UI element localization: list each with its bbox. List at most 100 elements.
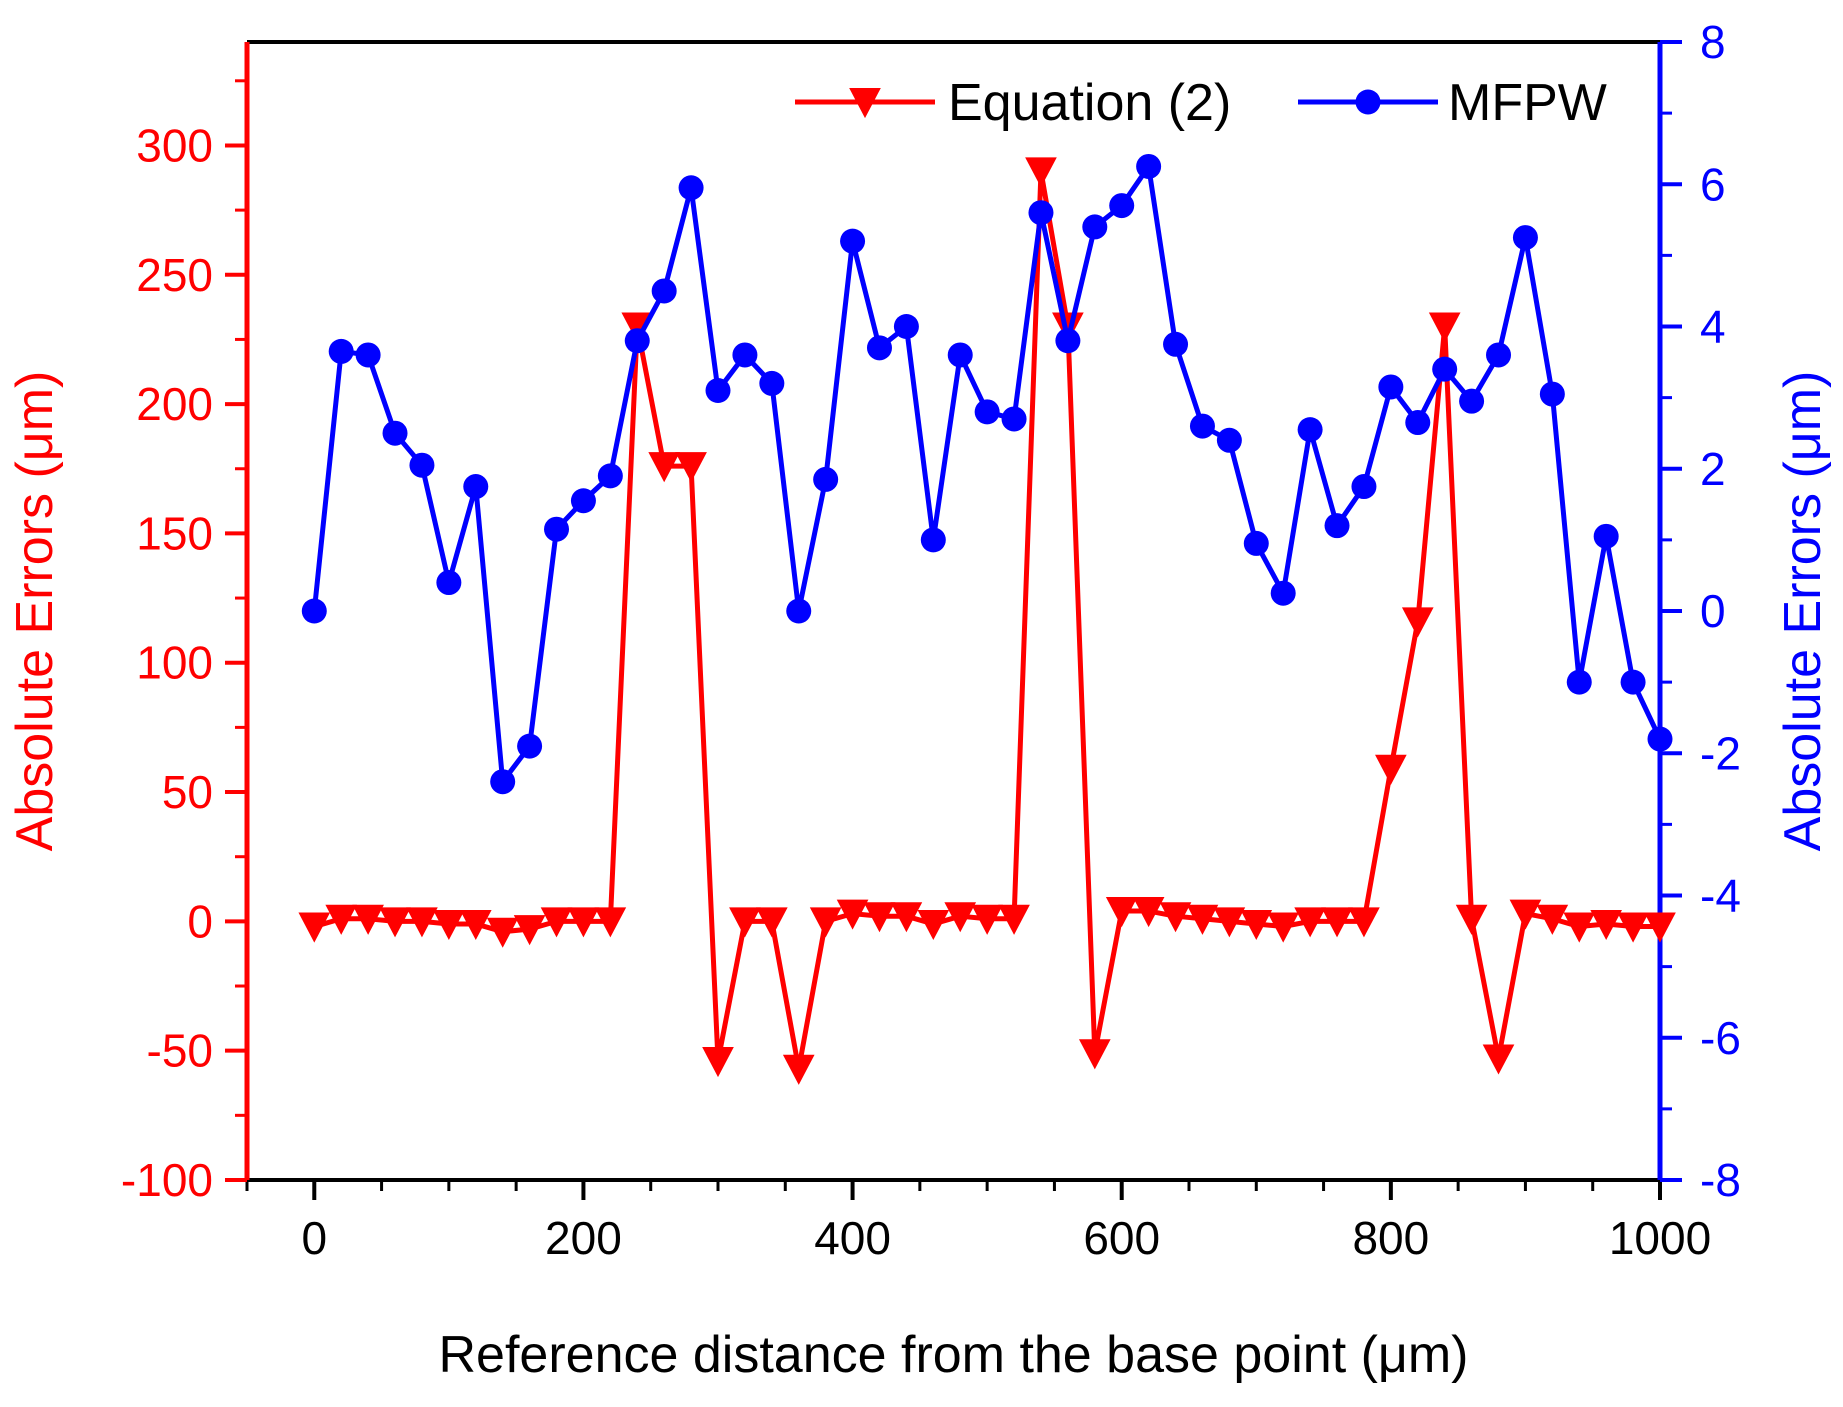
right-y-tick-label: -6 [1700, 1012, 1741, 1064]
right-y-axis-title: Absolute Errors (μm) [1774, 371, 1832, 852]
mfpw-point [1055, 328, 1081, 354]
left-y-axis-title: Absolute Errors (μm) [6, 371, 64, 852]
legend-label-mfpw: MFPW [1448, 74, 1607, 132]
equation-2-point [1267, 912, 1300, 943]
left-y-tick-label: -100 [121, 1154, 213, 1206]
x-tick-label: 200 [545, 1212, 622, 1264]
left-y-tick-label: 300 [136, 119, 213, 171]
left-y-tick-label: 200 [136, 378, 213, 430]
equation-2-point [1644, 912, 1676, 943]
mfpw-point [786, 598, 812, 624]
mfpw-point [866, 335, 892, 361]
x-tick-label: 400 [814, 1212, 891, 1264]
x-tick-label: 600 [1083, 1212, 1160, 1264]
mfpw-point [570, 488, 596, 514]
equation-2-point [1617, 912, 1649, 943]
equation-2-point [1294, 907, 1326, 938]
equation-2-point [594, 907, 627, 938]
equation-2-point [675, 452, 707, 483]
left-y-tick-label: 250 [136, 249, 213, 301]
mfpw-point [1216, 427, 1242, 453]
right-y-tick-label: 4 [1700, 301, 1726, 353]
equation-2-point [971, 904, 1003, 935]
equation-2-point [352, 904, 384, 935]
equation-2-point [1213, 907, 1246, 938]
mfpw-point [355, 342, 381, 368]
right-y-tick-label: 0 [1700, 585, 1726, 637]
equation-2-point [1563, 912, 1596, 943]
right-y-tick-label: 2 [1700, 443, 1726, 495]
equation-2-point [298, 912, 331, 943]
left-y-tick-label: 100 [136, 637, 213, 689]
mfpw-point [1432, 356, 1458, 382]
equation-2-point [729, 907, 761, 938]
mfpw-point [1163, 331, 1189, 357]
equation-2-point [756, 907, 788, 938]
equation-2-point [1052, 312, 1084, 343]
equation-2-point [1078, 1039, 1111, 1070]
mfpw-point [1109, 193, 1135, 219]
mfpw-point [544, 516, 570, 542]
equation-2-point [1482, 1044, 1515, 1075]
mfpw-point [1647, 726, 1673, 752]
mfpw-point [624, 328, 650, 354]
mfpw-point [651, 278, 677, 304]
left-y-tick-label: 50 [162, 766, 213, 818]
mfpw-point [705, 378, 731, 404]
mfpw-point [1593, 523, 1619, 549]
right-y-tick-label: 8 [1700, 16, 1726, 68]
equation-2-point [944, 902, 977, 933]
legend-label-equation-2: Equation (2) [948, 74, 1231, 132]
mfpw-point [1028, 200, 1054, 226]
equation-2-point [1536, 904, 1569, 935]
mfpw-point [1243, 530, 1269, 556]
right-y-tick-label: -4 [1700, 870, 1741, 922]
mfpw-point [1001, 406, 1027, 432]
x-axis-title: Reference distance from the base point (… [439, 1326, 1469, 1384]
mfpw-point [1486, 342, 1512, 368]
equation-2-point [459, 909, 492, 941]
series-mfpw [301, 153, 1673, 795]
legend-marker-equation-2 [849, 88, 881, 119]
equation-2-point [917, 909, 950, 941]
equation-2-point [433, 909, 465, 941]
mfpw-point [1378, 374, 1404, 400]
equation-2-point [863, 902, 896, 933]
equation-2-point [1509, 899, 1542, 930]
equation-2-point [406, 907, 438, 938]
equation-2-point [809, 907, 842, 938]
mfpw-point [382, 420, 408, 446]
x-tick-label: 1000 [1609, 1212, 1711, 1264]
equation-2-point [890, 902, 923, 933]
mfpw-point [759, 370, 785, 396]
equation-2-point [567, 907, 600, 938]
equation-2-point [379, 907, 411, 938]
mfpw-point [409, 452, 435, 478]
equation-2-point [1590, 909, 1622, 941]
equation-2-point [1240, 909, 1273, 941]
equation-2-point [1401, 607, 1434, 638]
mfpw-line [311, 163, 1663, 785]
equation-2-point [648, 452, 680, 483]
mfpw-point [1459, 388, 1485, 414]
legend-marker-mfpw [1355, 89, 1381, 115]
mfpw-point [1405, 410, 1431, 436]
equation-2-point [325, 904, 358, 935]
mfpw-point [840, 228, 866, 254]
equation-2-point [1159, 902, 1192, 933]
series-equation-2 [298, 157, 1676, 1085]
mfpw-point [436, 570, 462, 596]
equation-2-point [1348, 907, 1380, 938]
mfpw-point [301, 598, 327, 624]
equation-2-point [702, 1047, 734, 1078]
mfpw-point [947, 342, 973, 368]
x-tick-label: 800 [1352, 1212, 1429, 1264]
mfpw-point [1136, 153, 1162, 179]
mfpw-point [732, 342, 758, 368]
left-y-tick-label: 0 [187, 895, 213, 947]
mfpw-point [813, 466, 839, 492]
right-y-tick-label: 6 [1700, 158, 1726, 210]
mfpw-point [490, 769, 516, 795]
